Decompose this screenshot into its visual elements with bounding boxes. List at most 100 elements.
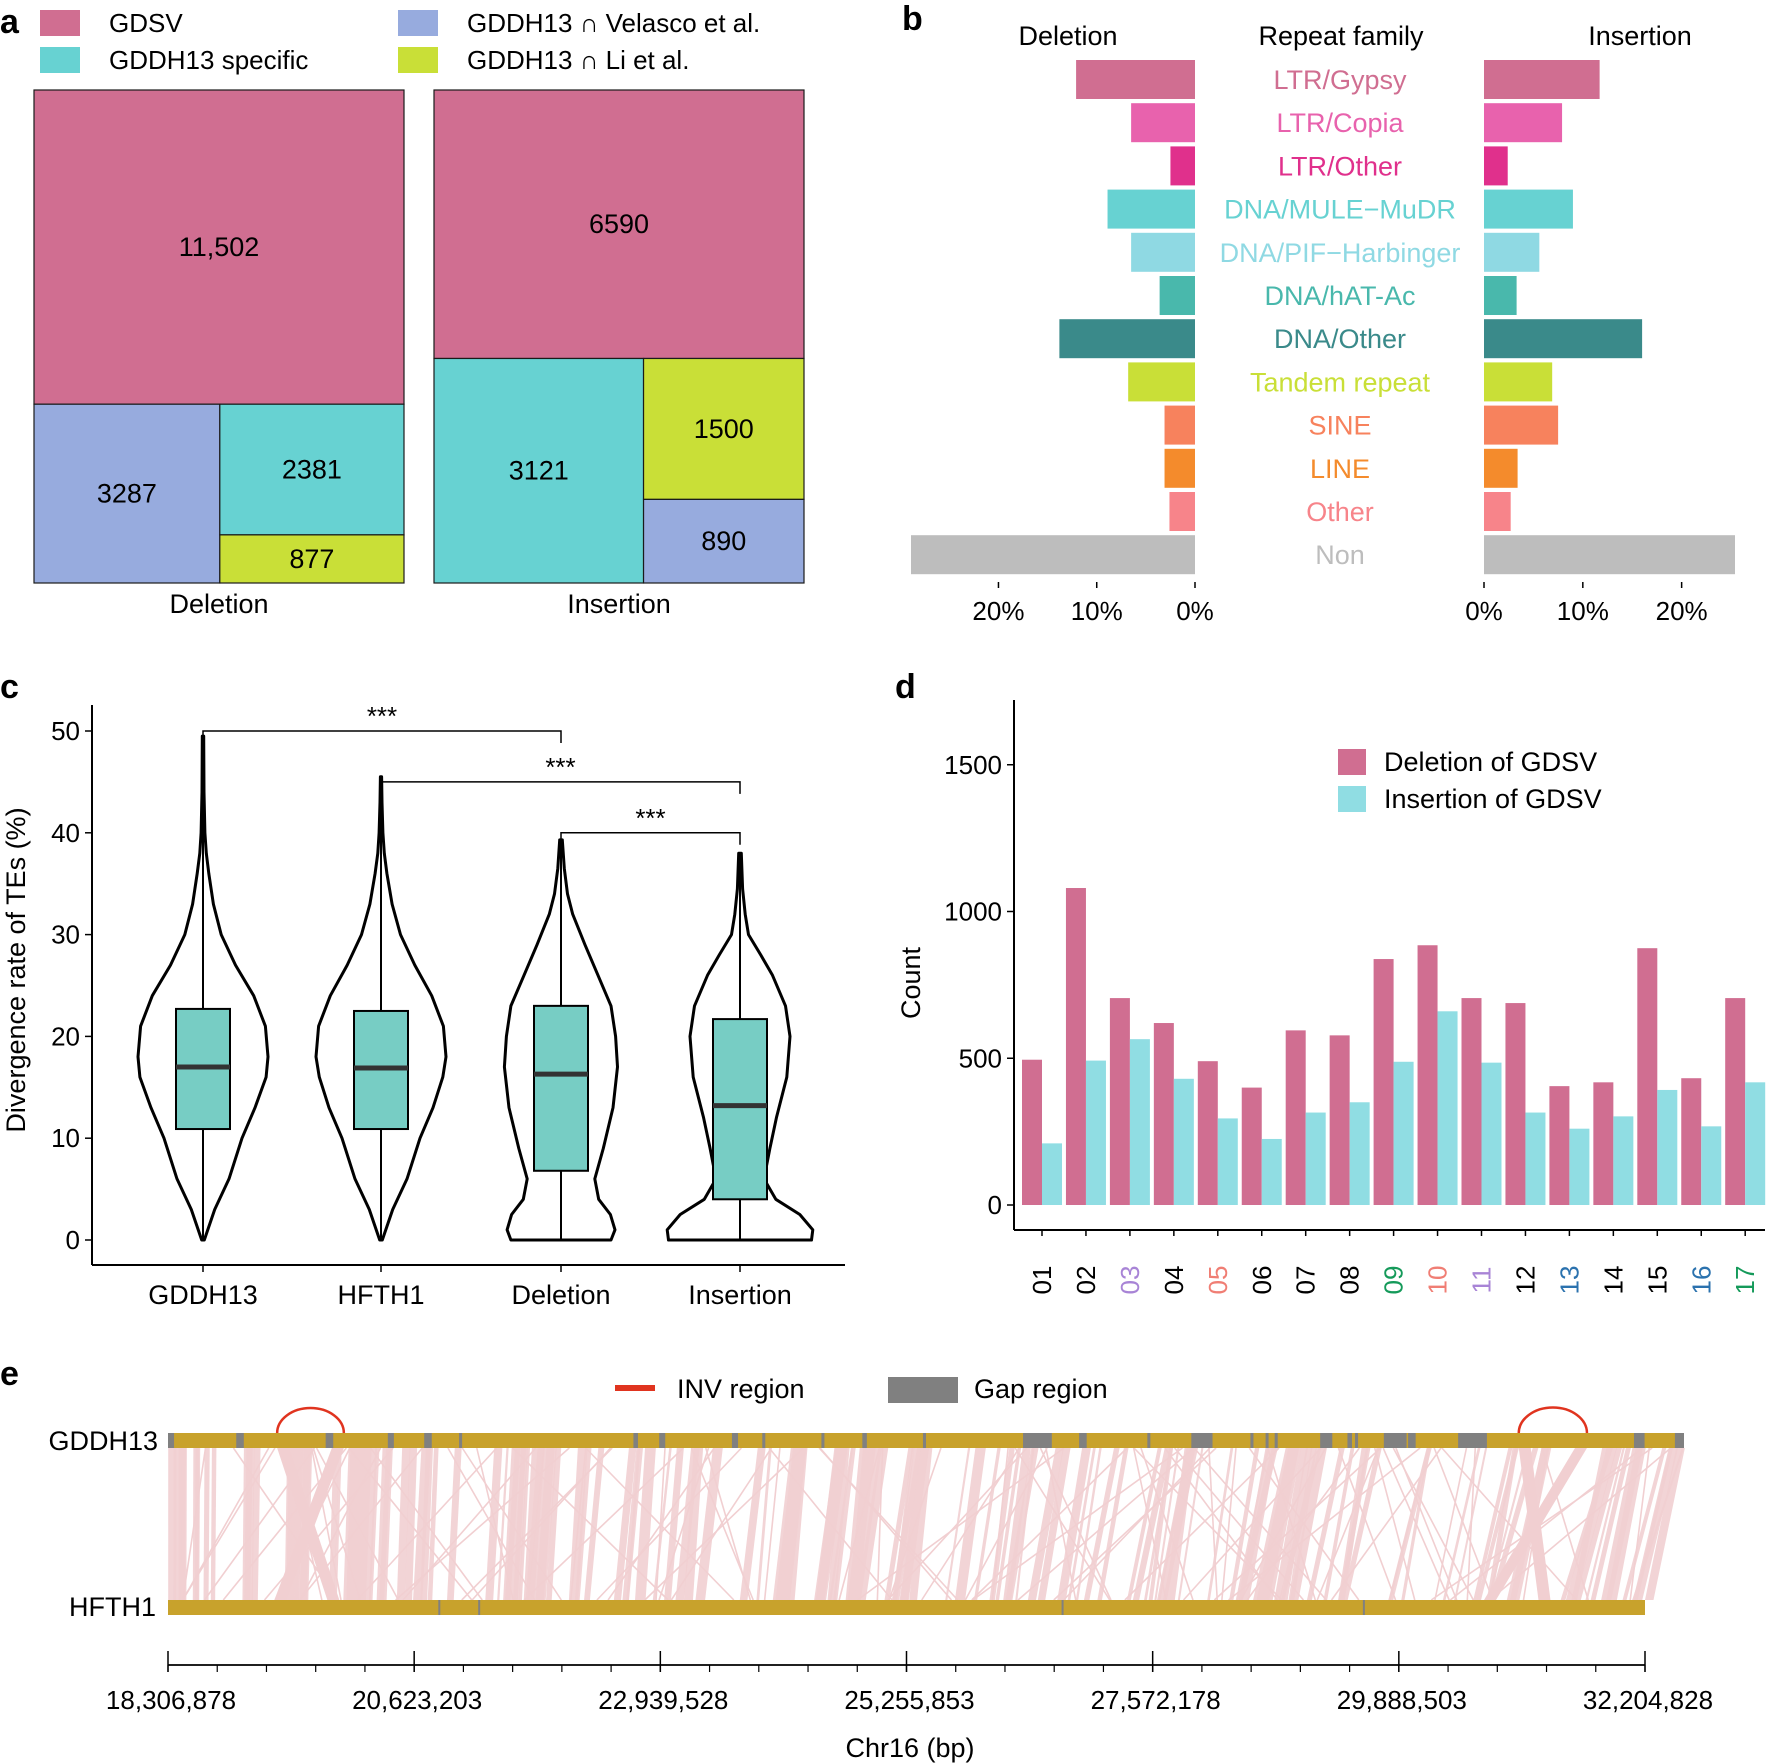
synteny-link bbox=[518, 1448, 531, 1600]
synteny-crossing-link bbox=[1140, 1447, 1194, 1601]
synteny-link bbox=[427, 1448, 439, 1600]
gddh13-gap bbox=[1458, 1433, 1487, 1448]
synteny-link bbox=[1097, 1448, 1129, 1600]
treemap-a: 11,502 3287 2381 877 Deletion 6590 3121 1500 890… bbox=[33, 89, 805, 619]
synteny-link bbox=[635, 1448, 656, 1600]
violin bbox=[502, 838, 619, 1242]
hfth1-gap bbox=[438, 1600, 441, 1615]
gddh13-gap bbox=[236, 1433, 244, 1448]
synteny-crossing-link bbox=[1541, 1447, 1589, 1601]
treemap-cell bbox=[219, 534, 405, 584]
synteny-link bbox=[1565, 1448, 1618, 1600]
synteny-link bbox=[447, 1448, 462, 1600]
treemap-cell bbox=[433, 357, 645, 584]
gddh13-gap bbox=[922, 1433, 926, 1448]
synteny-crossing-link bbox=[1063, 1447, 1211, 1601]
b-left-tick-label: 0% bbox=[1176, 596, 1214, 626]
d-legend-label: Insertion of GDSV bbox=[1384, 784, 1602, 814]
synteny-link bbox=[485, 1448, 503, 1600]
significance-bracket bbox=[202, 730, 562, 743]
deletion-count-bar bbox=[1241, 1087, 1262, 1205]
treemap-cell bbox=[219, 403, 405, 536]
synteny-crossing-link bbox=[1164, 1447, 1278, 1601]
repeat-family-label: SINE bbox=[1308, 411, 1371, 441]
synteny-link bbox=[852, 1448, 882, 1600]
synteny-crossing-link bbox=[1240, 1447, 1327, 1601]
legend-a-swatch bbox=[40, 10, 80, 36]
chromosome-label: 04 bbox=[1159, 1266, 1189, 1295]
synteny-link bbox=[1560, 1448, 1614, 1600]
synteny-link bbox=[884, 1448, 914, 1600]
synteny-crossing-link bbox=[310, 1447, 342, 1601]
synteny-link bbox=[1442, 1448, 1481, 1600]
synteny-crossing-link bbox=[1337, 1447, 1397, 1601]
deletion-count-bar bbox=[1153, 1023, 1174, 1205]
gddh13-gap bbox=[387, 1433, 394, 1448]
synteny-crossing-link bbox=[1392, 1447, 1475, 1601]
deletion-bar bbox=[911, 535, 1195, 575]
synteny-crossing-link bbox=[1045, 1447, 1077, 1601]
deletion-count-bar bbox=[1065, 888, 1086, 1205]
deletion-count-bar bbox=[1373, 959, 1394, 1205]
insertion-count-bar bbox=[1042, 1143, 1062, 1205]
repeat-family-label: Other bbox=[1306, 497, 1374, 527]
hfth1-chromosome bbox=[168, 1600, 1645, 1615]
deletion-count-bar bbox=[1681, 1078, 1702, 1205]
deletion-bar bbox=[1164, 448, 1195, 488]
synteny-crossing-link bbox=[1039, 1447, 1112, 1601]
deletion-bar bbox=[1128, 362, 1195, 402]
insertion-count-bar bbox=[1085, 1060, 1106, 1205]
insertion-count-bar bbox=[1745, 1082, 1766, 1205]
insertion-count-bar bbox=[1173, 1078, 1194, 1205]
gddh13-gap bbox=[1265, 1433, 1269, 1448]
synteny-crossing-link bbox=[644, 1447, 804, 1601]
synteny-crossing-link bbox=[475, 1447, 515, 1601]
b-left-tick-label: 10% bbox=[1071, 596, 1123, 626]
gddh13-gap bbox=[633, 1433, 638, 1448]
synteny-crossing-link bbox=[964, 1447, 1048, 1601]
chromosome-tracks bbox=[168, 1406, 1684, 1615]
synteny-crossing-link bbox=[1449, 1447, 1643, 1601]
deletion-bar bbox=[1131, 103, 1195, 143]
b-center-title: Repeat family bbox=[1258, 21, 1424, 51]
insertion-bar bbox=[1484, 448, 1518, 488]
synteny-link bbox=[513, 1448, 526, 1600]
insertion-bar bbox=[1484, 276, 1517, 315]
synteny-link bbox=[1144, 1448, 1173, 1600]
synteny-crossing-link bbox=[658, 1447, 710, 1601]
synteny-crossing-link bbox=[1053, 1447, 1217, 1601]
synteny-link bbox=[739, 1448, 766, 1600]
synteny-crossing-link bbox=[1173, 1447, 1305, 1601]
treemap-cell-value: 877 bbox=[289, 544, 334, 574]
insertion-count-bar bbox=[1261, 1138, 1282, 1205]
deletion-count-bar bbox=[1637, 948, 1658, 1205]
legend-a-swatch bbox=[398, 10, 438, 36]
synteny-link bbox=[1590, 1448, 1631, 1600]
gddh13-gap bbox=[168, 1433, 175, 1448]
repeat-family-label: Non bbox=[1315, 540, 1365, 570]
b-right-title: Insertion bbox=[1588, 21, 1692, 51]
deletion-count-bar bbox=[1197, 1061, 1218, 1205]
c-x-tick-label: HFTH1 bbox=[338, 1280, 425, 1310]
gddh13-gap bbox=[459, 1433, 463, 1448]
deletion-bar bbox=[1076, 60, 1195, 99]
panel-c: c Divergence rate of TEs (%) 0 10 20 30 40 50… bbox=[0, 668, 845, 1310]
synteny-link bbox=[787, 1448, 808, 1600]
repeat-family-label: DNA/MULE−MuDR bbox=[1224, 195, 1456, 225]
insertion-bar bbox=[1484, 319, 1643, 359]
iqr-box bbox=[533, 1004, 589, 1172]
hfth1-gap bbox=[1061, 1600, 1064, 1615]
synteny-link bbox=[523, 1448, 540, 1600]
bar-chart-d: 0 500 1000 1500 01 02 03 04 05 06 07 08 09 10 11 12 13 14… bbox=[944, 700, 1766, 1295]
deletion-count-bar bbox=[1461, 998, 1482, 1205]
synteny-link bbox=[664, 1448, 684, 1600]
deletion-count-bar bbox=[1417, 945, 1438, 1205]
synteny-crossing-link bbox=[1213, 1447, 1382, 1601]
treemap-cell-value: 2381 bbox=[282, 455, 342, 485]
synteny-crossing-link bbox=[1316, 1447, 1380, 1601]
insertion-count-bar bbox=[1305, 1112, 1326, 1205]
gddh13-gap bbox=[1674, 1433, 1684, 1448]
e-tick-label: 20,623,203 bbox=[352, 1685, 482, 1715]
synteny-link bbox=[1388, 1448, 1432, 1600]
